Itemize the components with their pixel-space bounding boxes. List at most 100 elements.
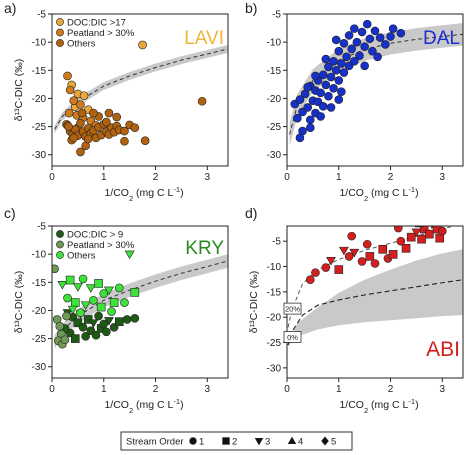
data-point <box>60 335 70 345</box>
data-point <box>96 302 106 312</box>
data-point <box>365 252 375 261</box>
data-point <box>83 134 93 144</box>
x-tick-label: 2 <box>153 172 159 183</box>
data-point <box>78 274 88 284</box>
data-point <box>393 226 403 233</box>
data-point <box>370 26 380 36</box>
data-point <box>197 96 207 106</box>
data-point <box>347 231 357 241</box>
data-point <box>52 264 59 274</box>
legend-marker <box>56 230 64 238</box>
data-point <box>339 68 349 77</box>
stream-order-5-label: 5 <box>331 437 336 448</box>
data-point <box>339 246 349 256</box>
panel-b: 0 1 2 3 -30 -25 -20 -15 -10 -5 1/CO2 (mg C L-1) b) D… <box>245 0 464 203</box>
legend-label: Peatland > 30% <box>67 240 135 251</box>
data-point <box>112 112 122 122</box>
model-uncertainty-band <box>54 254 228 349</box>
stream-order-2-marker <box>222 437 230 445</box>
scenario-label: 0% <box>287 333 298 342</box>
y-tick-label: -10 <box>267 262 282 273</box>
data-point <box>417 234 426 244</box>
plot-frame <box>51 13 229 167</box>
data-point <box>321 54 331 64</box>
data-point <box>85 284 96 293</box>
data-point <box>368 46 377 56</box>
data-point <box>378 245 388 254</box>
stream-order-1-marker <box>189 437 197 445</box>
plot-frame <box>286 13 464 167</box>
legend-label: Others <box>67 39 96 50</box>
data-point <box>326 72 336 82</box>
panel-letter: a) <box>4 0 16 16</box>
y-tick-label: -30 <box>32 150 47 161</box>
y-tick-label: -20 <box>32 94 47 105</box>
data-point <box>318 102 328 111</box>
x-tick-label: 1 <box>336 172 342 183</box>
site-title: KRY <box>185 238 224 259</box>
data-point <box>430 226 434 229</box>
y-tick-label: -30 <box>32 362 47 373</box>
data-point <box>99 289 109 298</box>
y-tick-label: -25 <box>32 334 47 345</box>
data-point <box>69 133 79 143</box>
data-point <box>102 327 111 337</box>
data-point <box>326 103 336 112</box>
data-point <box>120 298 129 307</box>
data-point <box>64 122 73 131</box>
data-point <box>303 82 313 92</box>
data-point <box>375 33 385 42</box>
data-point <box>352 37 362 47</box>
data-point <box>102 117 111 127</box>
data-point <box>104 286 114 296</box>
y-tick-label: -25 <box>267 122 282 133</box>
x-tick-label: 3 <box>440 172 446 183</box>
panel-a: 0 1 2 3 -30 -25 -20 -15 -10 -5 1/CO2 (mg C L-1) δ¹³… <box>4 0 229 203</box>
data-point <box>334 265 344 274</box>
stream-order-4-label: 4 <box>298 437 303 448</box>
plot-frame <box>51 225 229 379</box>
data-point <box>303 103 313 112</box>
data-point <box>114 317 124 327</box>
x-axis-label: 1/CO2 (mg C L-1) <box>104 185 183 203</box>
plot-area <box>287 226 463 347</box>
data-point <box>70 334 80 343</box>
x-axis-label: 1/CO2 (mg C L-1) <box>339 397 418 415</box>
data-point <box>104 317 114 326</box>
data-point <box>122 315 132 324</box>
model-uncertainty-band <box>54 44 228 134</box>
legend-label: Peatland > 30% <box>67 28 135 39</box>
data-point <box>381 40 390 49</box>
data-point <box>295 95 305 104</box>
plot-area <box>289 19 463 146</box>
data-point <box>360 42 369 51</box>
data-point <box>373 52 382 62</box>
data-point <box>94 279 103 288</box>
data-point <box>88 319 99 328</box>
data-point <box>362 19 372 29</box>
data-point <box>437 226 447 236</box>
data-point <box>89 108 98 118</box>
data-point <box>396 236 406 246</box>
y-tick-label: -15 <box>267 66 282 77</box>
y-tick-label: -10 <box>32 250 47 261</box>
data-point <box>65 85 75 95</box>
data-point <box>311 71 320 81</box>
data-point <box>62 311 71 321</box>
data-point <box>76 147 85 157</box>
legend-marker <box>56 240 64 249</box>
y-tick-label: -15 <box>32 278 47 289</box>
data-point <box>425 229 434 239</box>
y-tick-label: -15 <box>267 287 282 298</box>
panel-letter: b) <box>245 0 257 16</box>
panel-c: 0 1 2 3 -30 -25 -20 -15 -10 -5 1/CO2 (mg C L-1) δ¹³… <box>4 205 229 415</box>
scenario-label: 20% <box>285 305 300 314</box>
data-point <box>55 321 65 331</box>
data-point <box>81 332 90 341</box>
y-tick-label: -5 <box>272 10 281 21</box>
data-point <box>331 65 341 75</box>
data-point <box>305 275 315 285</box>
data-point <box>107 307 116 316</box>
data-point <box>120 136 129 146</box>
